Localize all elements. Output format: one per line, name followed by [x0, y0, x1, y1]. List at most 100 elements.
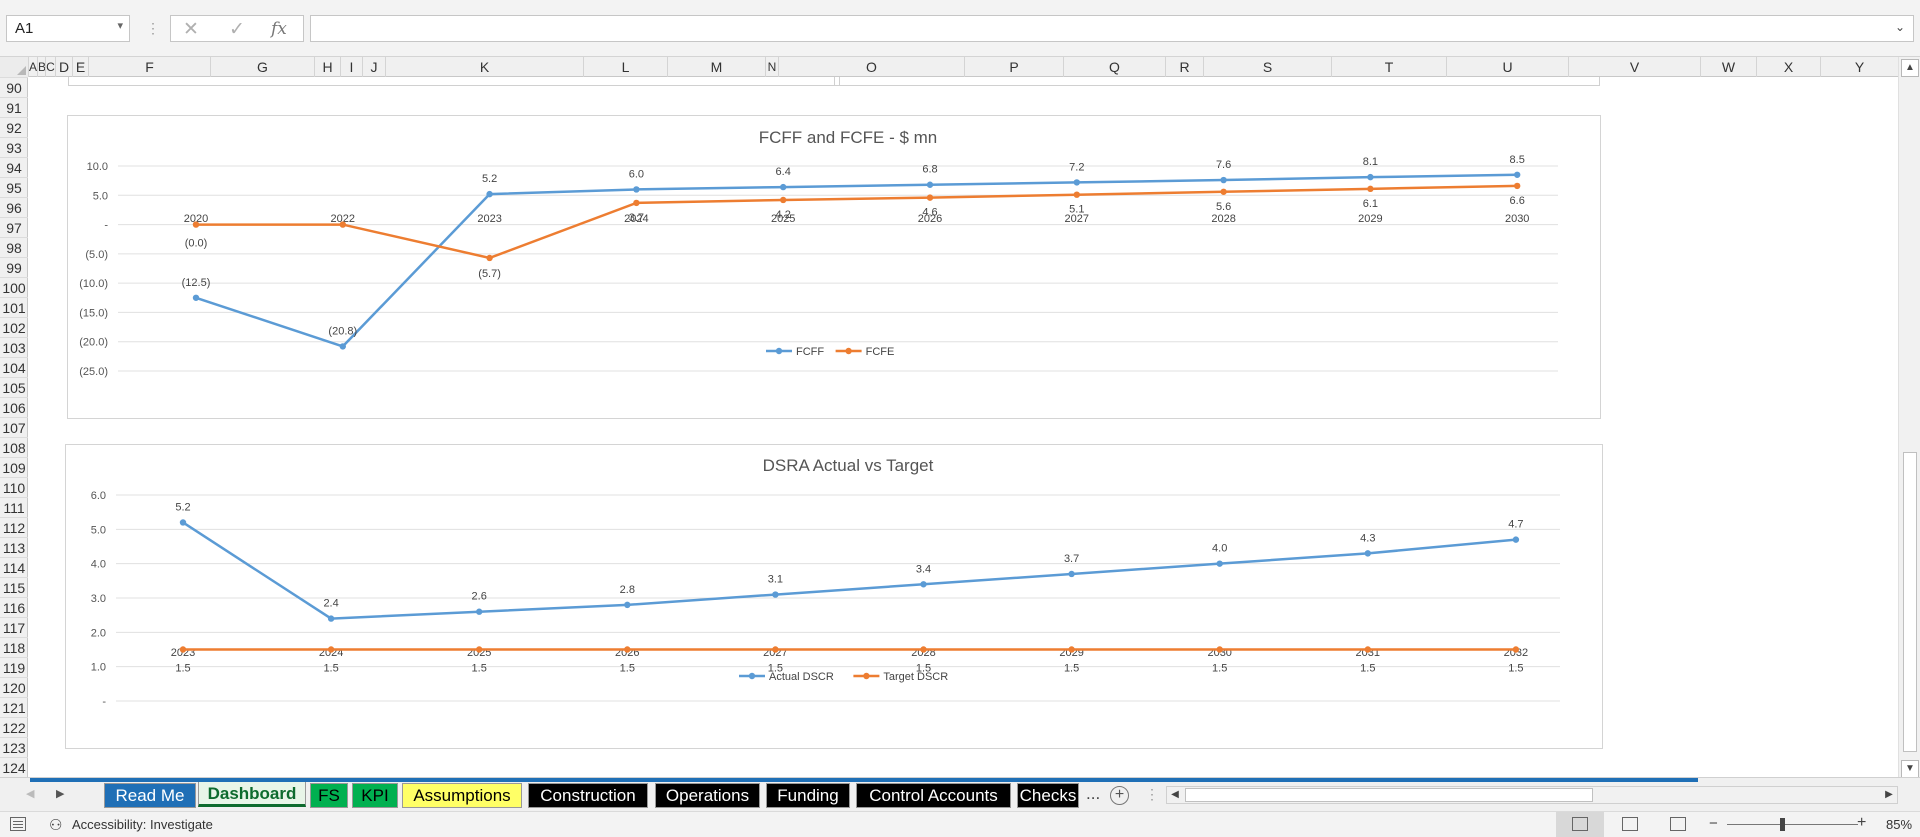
- sheet-tab-operations[interactable]: Operations: [655, 783, 760, 808]
- row-header-109[interactable]: 109: [0, 457, 28, 477]
- scroll-down-icon[interactable]: ▼: [1901, 760, 1919, 778]
- sheet-tab-dashboard[interactable]: Dashboard: [198, 782, 306, 807]
- column-header-b[interactable]: B: [37, 57, 46, 77]
- row-header-115[interactable]: 115: [0, 577, 28, 597]
- column-header-h[interactable]: H: [314, 57, 340, 77]
- horizontal-scrollbar[interactable]: ◀ ▶: [1166, 786, 1898, 804]
- select-all-button[interactable]: [0, 57, 28, 77]
- horizontal-scroll-thumb[interactable]: [1185, 788, 1593, 802]
- row-header-116[interactable]: 116: [0, 597, 28, 617]
- row-header-91[interactable]: 91: [0, 97, 28, 117]
- column-header-p[interactable]: P: [964, 57, 1063, 77]
- column-header-u[interactable]: U: [1446, 57, 1568, 77]
- column-header-v[interactable]: V: [1568, 57, 1700, 77]
- sheet-tab-checks[interactable]: Checks: [1017, 783, 1079, 808]
- next-sheet-icon[interactable]: ▶: [56, 788, 65, 800]
- dsra-chart[interactable]: DSRA Actual vs Target 6.0 5.0 4.0 3.0 2.0 1.0 -…: [65, 444, 1603, 749]
- sheet-tab-funding[interactable]: Funding: [766, 783, 850, 808]
- splitter-icon[interactable]: ⋮: [1145, 786, 1159, 802]
- column-header-c[interactable]: C: [45, 57, 55, 77]
- previous-chart-bottom-left[interactable]: [68, 77, 840, 86]
- column-header-x[interactable]: X: [1756, 57, 1820, 77]
- row-header-119[interactable]: 119: [0, 657, 28, 677]
- accessibility-icon[interactable]: ⚇: [49, 817, 63, 834]
- formula-input[interactable]: ⌄: [310, 15, 1914, 42]
- normal-view-button[interactable]: [1556, 812, 1604, 837]
- row-header-99[interactable]: 99: [0, 257, 28, 277]
- row-header-124[interactable]: 124: [0, 757, 28, 777]
- row-header-122[interactable]: 122: [0, 717, 28, 737]
- scroll-right-icon[interactable]: ▶: [1885, 789, 1893, 800]
- sheet-tab-read-me[interactable]: Read Me: [104, 783, 196, 808]
- sheet-tab-kpi[interactable]: KPI: [352, 783, 398, 808]
- row-header-111[interactable]: 111: [0, 497, 28, 517]
- row-header-120[interactable]: 120: [0, 677, 28, 697]
- cancel-icon[interactable]: ✕: [183, 19, 199, 40]
- column-header-s[interactable]: S: [1203, 57, 1331, 77]
- accessibility-status[interactable]: Accessibility: Investigate: [72, 817, 213, 832]
- expand-formula-bar-icon[interactable]: ⌄: [1894, 20, 1905, 34]
- vertical-scrollbar[interactable]: ▲ ▼: [1898, 57, 1920, 780]
- column-header-f[interactable]: F: [88, 57, 210, 77]
- column-header-q[interactable]: Q: [1063, 57, 1165, 77]
- row-header-95[interactable]: 95: [0, 177, 28, 197]
- more-sheets-icon[interactable]: ...: [1086, 784, 1101, 803]
- fcff-fcfe-chart[interactable]: FCFF and FCFE - $ mn 10.0 5.0 - (5.0) (10.0) (…: [67, 115, 1601, 419]
- row-header-93[interactable]: 93: [0, 137, 28, 157]
- column-header-n[interactable]: N: [765, 57, 778, 77]
- column-header-l[interactable]: L: [583, 57, 667, 77]
- row-header-98[interactable]: 98: [0, 237, 28, 257]
- name-box[interactable]: A1 ▾: [6, 15, 130, 42]
- row-header-92[interactable]: 92: [0, 117, 28, 137]
- column-header-j[interactable]: J: [362, 57, 385, 77]
- zoom-out-icon[interactable]: −: [1709, 815, 1718, 832]
- column-header-r[interactable]: R: [1165, 57, 1203, 77]
- scroll-left-icon[interactable]: ◀: [1171, 789, 1179, 800]
- row-header-96[interactable]: 96: [0, 197, 28, 217]
- row-header-114[interactable]: 114: [0, 557, 28, 577]
- column-header-a[interactable]: A: [28, 57, 37, 77]
- add-sheet-icon[interactable]: +: [1110, 786, 1129, 805]
- row-header-102[interactable]: 102: [0, 317, 28, 337]
- column-header-w[interactable]: W: [1700, 57, 1756, 77]
- row-header-110[interactable]: 110: [0, 477, 28, 497]
- column-header-y[interactable]: Y: [1820, 57, 1898, 77]
- page-break-view-icon[interactable]: [1670, 817, 1686, 831]
- chevron-down-icon[interactable]: ▾: [117, 20, 123, 32]
- row-header-97[interactable]: 97: [0, 217, 28, 237]
- previous-chart-bottom-right[interactable]: [834, 77, 1600, 86]
- zoom-slider-thumb[interactable]: [1780, 818, 1785, 831]
- row-header-104[interactable]: 104: [0, 357, 28, 377]
- column-header-i[interactable]: I: [340, 57, 362, 77]
- column-header-o[interactable]: O: [778, 57, 964, 77]
- column-header-t[interactable]: T: [1331, 57, 1446, 77]
- zoom-slider[interactable]: [1727, 824, 1858, 825]
- row-header-100[interactable]: 100: [0, 277, 28, 297]
- row-header-94[interactable]: 94: [0, 157, 28, 177]
- row-header-103[interactable]: 103: [0, 337, 28, 357]
- scroll-up-icon[interactable]: ▲: [1901, 59, 1919, 77]
- vertical-scroll-thumb[interactable]: [1903, 452, 1917, 752]
- sheet-tab-fs[interactable]: FS: [310, 783, 348, 808]
- zoom-level[interactable]: 85%: [1886, 817, 1913, 832]
- row-header-113[interactable]: 113: [0, 537, 28, 557]
- previous-sheet-icon[interactable]: ◀: [26, 788, 35, 800]
- zoom-in-icon[interactable]: +: [1857, 814, 1867, 831]
- sheet-tab-control-accounts[interactable]: Control Accounts: [856, 783, 1011, 808]
- sheet-tab-construction[interactable]: Construction: [528, 783, 648, 808]
- row-header-123[interactable]: 123: [0, 737, 28, 757]
- column-header-e[interactable]: E: [72, 57, 88, 77]
- row-header-90[interactable]: 90: [0, 77, 28, 97]
- enter-check-icon[interactable]: ✓: [229, 19, 245, 40]
- row-header-106[interactable]: 106: [0, 397, 28, 417]
- row-header-117[interactable]: 117: [0, 617, 28, 637]
- row-header-107[interactable]: 107: [0, 417, 28, 437]
- worksheet-grid[interactable]: FCFF and FCFE - $ mn 10.0 5.0 - (5.0) (10.0) (…: [28, 77, 1898, 777]
- row-header-121[interactable]: 121: [0, 697, 28, 717]
- row-header-112[interactable]: 112: [0, 517, 28, 537]
- column-header-d[interactable]: D: [55, 57, 72, 77]
- row-header-118[interactable]: 118: [0, 637, 28, 657]
- page-layout-view-icon[interactable]: [1622, 817, 1638, 831]
- column-header-g[interactable]: G: [210, 57, 314, 77]
- row-header-101[interactable]: 101: [0, 297, 28, 317]
